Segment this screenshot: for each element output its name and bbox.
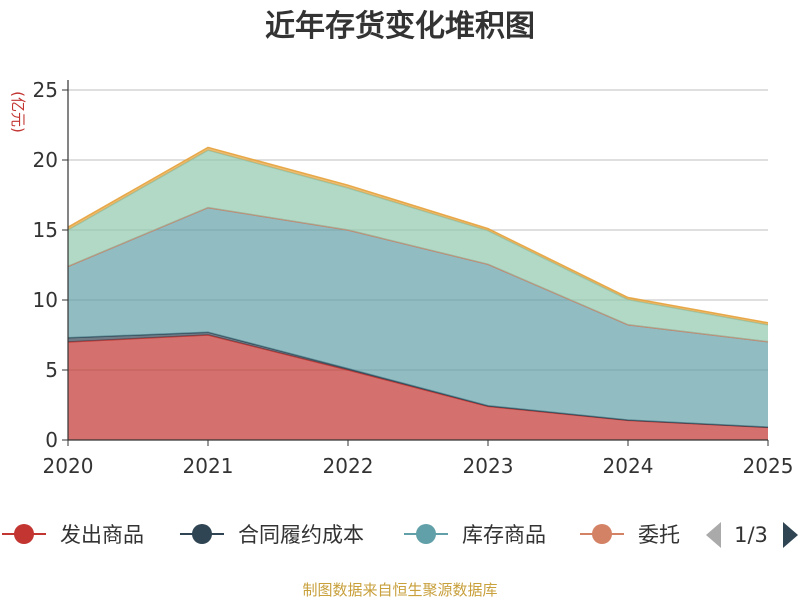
x-tick-label: 2022 [323,454,374,478]
stacked-areas [67,146,769,440]
series-line-5 [67,146,769,324]
legend-label: 库存商品 [462,523,546,547]
legend-item[interactable]: 合同履约成本 [180,523,364,547]
y-tick-label: 20 [33,148,58,172]
legend-label: 合同履约成本 [238,523,364,547]
x-tick-label: 2025 [743,454,794,478]
legend-pager: 1/3 [706,522,798,548]
y-tick-label: 5 [45,358,58,382]
area-4 [68,150,768,342]
legend-next-page-button[interactable] [783,522,798,548]
legend: 1/3 发出商品 合同履约成本 库存商品 委托 [2,522,798,548]
y-axis-unit-label: (亿元) [9,91,27,133]
legend-marker-icon [416,524,436,544]
legend-marker-icon [592,524,612,544]
legend-prev-page-button[interactable] [706,522,721,548]
legend-item[interactable]: 委托 [580,523,680,547]
area-2 [68,207,768,428]
x-tick-label: 2020 [43,454,94,478]
y-tick-label: 15 [33,218,58,242]
legend-page-indicator: 1/3 [734,523,768,547]
x-tick-label: 2024 [603,454,654,478]
y-tick-label: 10 [33,288,58,312]
chart-title: 近年存货变化堆积图 [265,9,535,44]
series-line-4 [67,149,769,326]
legend-item[interactable]: 发出商品 [2,523,144,547]
legend-label: 发出商品 [60,523,144,547]
legend-item[interactable]: 库存商品 [404,523,546,547]
y-tick-label: 0 [45,428,58,452]
x-tick-label: 2023 [463,454,514,478]
legend-marker-icon [192,524,212,544]
y-tick-label: 25 [33,78,58,102]
legend-marker-icon [14,524,34,544]
data-source-note: 制图数据来自恒生聚源数据库 [302,581,497,599]
x-tick-label: 2021 [183,454,234,478]
area-0 [68,335,768,440]
legend-label: 委托 [638,523,680,547]
